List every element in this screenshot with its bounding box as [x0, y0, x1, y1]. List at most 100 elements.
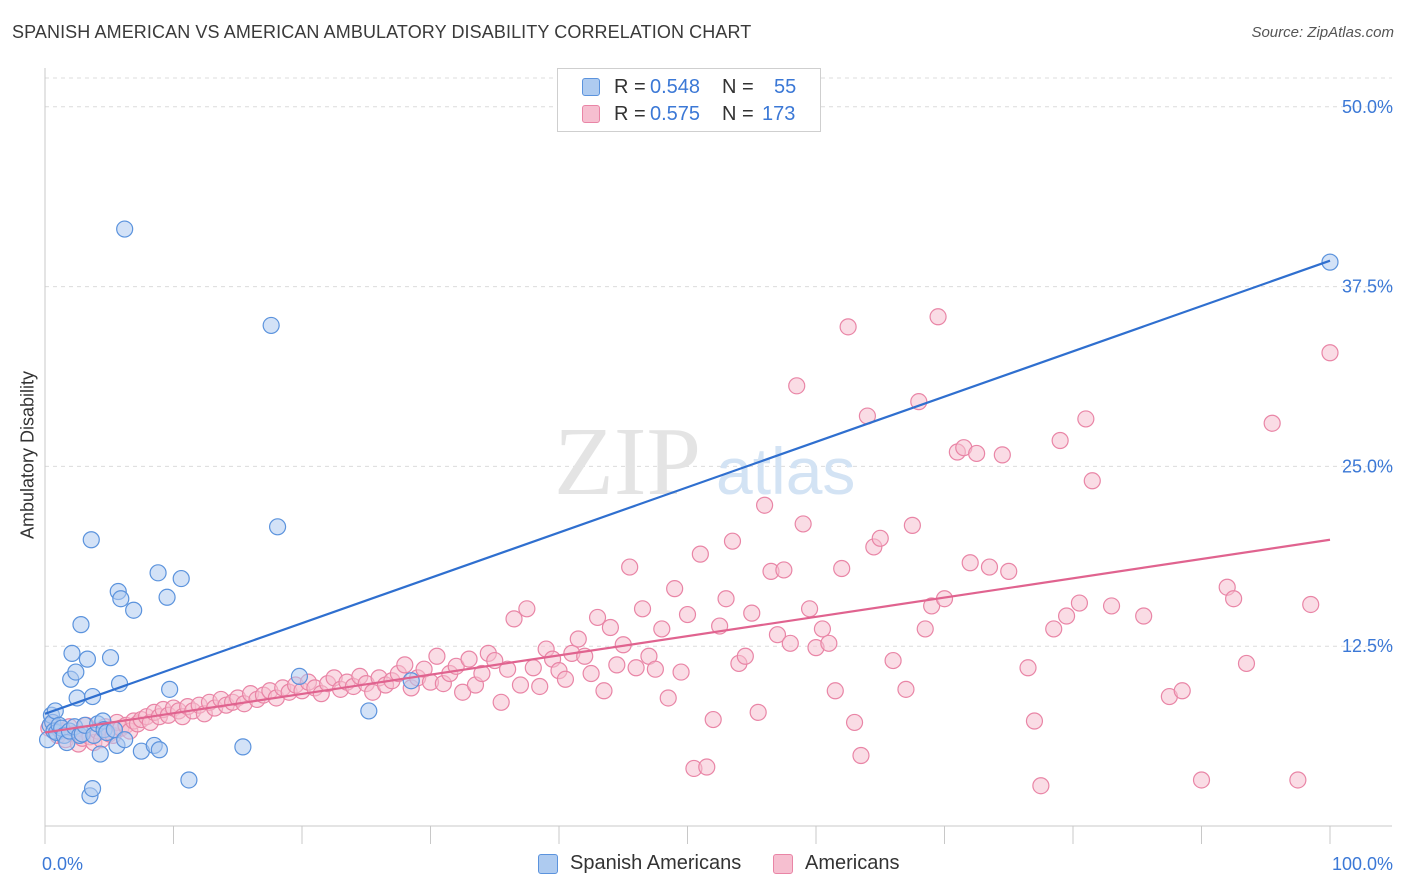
americans-point — [871, 529, 889, 547]
americans-point — [1192, 771, 1211, 789]
legend-swatch-blue — [538, 853, 558, 874]
americans-point — [659, 689, 677, 707]
legend-item-spanish-americans[interactable]: Spanish Americans — [538, 852, 741, 875]
spanish-americans-point — [360, 702, 378, 720]
watermark-zip: ZIP — [554, 408, 701, 516]
americans-trendline — [44, 538, 1331, 734]
legend-row-americans: R = 0.575 N = 173 — [582, 102, 795, 126]
americans-point — [794, 515, 812, 533]
americans-point — [993, 446, 1011, 464]
americans-point — [1032, 777, 1050, 795]
americans-point — [428, 647, 446, 665]
americans-point — [698, 758, 716, 776]
spanish-americans-point — [158, 588, 176, 606]
americans-point — [608, 656, 626, 674]
spanish-americans-point — [116, 731, 134, 749]
x-tick-label-max: 100.0% — [1332, 854, 1393, 874]
americans-point — [800, 600, 819, 618]
y-tick-label: 37.5% — [1342, 277, 1393, 297]
americans-point — [1237, 654, 1256, 673]
americans-point — [813, 620, 832, 638]
americans-point — [755, 496, 774, 514]
watermark: ZIP atlas — [554, 408, 855, 516]
americans-point — [897, 680, 915, 698]
americans-point — [980, 558, 999, 576]
americans-point — [884, 651, 902, 670]
chart-title: SPANISH AMERICAN VS AMERICAN AMBULATORY … — [12, 22, 752, 42]
legend-item-americans[interactable]: Americans — [773, 852, 899, 875]
axes — [44, 68, 1392, 844]
r-value: 0.548 — [650, 75, 701, 98]
americans-point — [1289, 771, 1307, 789]
americans-point — [511, 676, 530, 694]
americans-point — [569, 630, 587, 648]
trend-lines — [44, 259, 1331, 734]
americans-point — [903, 516, 921, 534]
spanish-americans-point — [150, 741, 168, 759]
americans-point — [556, 670, 575, 688]
spanish-americans-point — [101, 649, 120, 667]
americans-point — [1135, 607, 1153, 625]
americans-point — [1302, 595, 1320, 614]
americans-point — [524, 659, 542, 677]
spanish-americans-point — [290, 667, 309, 686]
americans-point — [1321, 344, 1339, 362]
legend-swatch-blue — [582, 78, 600, 96]
spanish-americans-point — [1321, 253, 1339, 271]
americans-point — [505, 610, 523, 628]
americans-point — [961, 554, 979, 572]
americans-point — [916, 620, 934, 638]
spanish-americans-point — [78, 650, 97, 668]
americans-point — [627, 659, 645, 677]
spanish-americans-point — [91, 745, 109, 763]
legend-label: Spanish Americans — [570, 852, 742, 874]
spanish-americans-points — [38, 220, 1339, 805]
spanish-americans-point — [161, 680, 179, 698]
americans-point — [743, 604, 761, 622]
americans-point — [910, 393, 928, 411]
americans-point — [968, 444, 986, 463]
spanish-americans-point — [83, 779, 102, 798]
americans-point — [1045, 620, 1063, 638]
americans-point — [454, 683, 472, 701]
americans-point — [601, 618, 620, 637]
n-label: N = — [722, 75, 754, 98]
y-tick-label: 50.0% — [1342, 97, 1393, 117]
tick-labels: 12.5% 25.0% 37.5% 50.0% 0.0% 100.0% — [42, 97, 1393, 874]
americans-point — [1019, 659, 1037, 677]
americans-point — [460, 650, 478, 668]
americans-point — [633, 600, 652, 618]
n-value: 173 — [762, 102, 796, 125]
americans-point — [1077, 410, 1095, 428]
r-label: R = — [614, 102, 646, 125]
spanish-americans-point — [234, 738, 252, 756]
americans-point — [775, 561, 793, 579]
americans-point — [653, 620, 671, 638]
spanish-americans-point — [125, 601, 143, 619]
spanish-americans-trendline — [44, 259, 1331, 715]
americans-point — [518, 600, 536, 618]
americans-point — [723, 532, 742, 550]
americans-point — [621, 558, 639, 576]
americans-point — [646, 660, 664, 678]
spanish-americans-point — [180, 771, 198, 789]
legend-swatch-pink — [582, 105, 600, 123]
americans-point — [826, 682, 844, 700]
americans-point — [492, 693, 510, 711]
r-label: R = — [614, 75, 646, 98]
americans-point — [1057, 607, 1076, 625]
americans-point — [717, 590, 735, 608]
americans-point — [582, 664, 600, 683]
americans-point — [929, 308, 947, 326]
legend-row-spanish: R = 0.548 N = 55 — [582, 75, 796, 99]
americans-point — [768, 626, 787, 644]
spanish-americans-point — [268, 518, 287, 536]
r-value: 0.575 — [650, 102, 701, 125]
americans-point — [1000, 562, 1018, 580]
americans-point — [473, 664, 491, 683]
series-legend: Spanish Americans Americans — [0, 850, 1406, 880]
spanish-americans-point — [112, 590, 130, 608]
americans-point — [595, 682, 613, 700]
spanish-americans-point — [116, 220, 134, 238]
